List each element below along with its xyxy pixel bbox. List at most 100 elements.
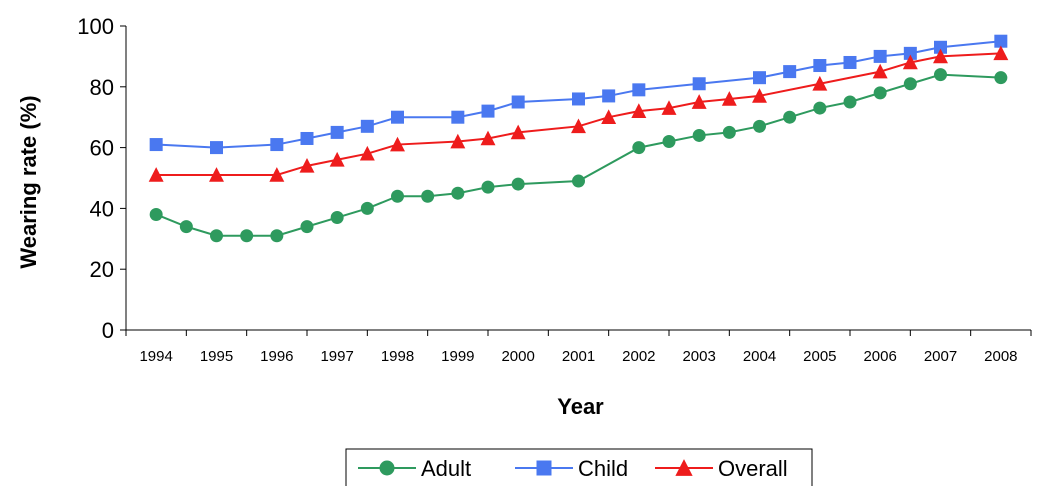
data-point-child: [481, 104, 495, 118]
data-point-adult: [632, 141, 646, 155]
x-tick-label: 1998: [381, 348, 414, 365]
x-tick-label: 2004: [743, 348, 776, 365]
y-tick-label: 80: [90, 75, 114, 100]
data-point-adult: [451, 186, 465, 200]
data-point-overall: [812, 75, 828, 91]
data-point-child: [994, 34, 1008, 48]
series-overall: [148, 45, 1009, 182]
data-point-adult: [360, 201, 374, 215]
data-point-overall: [269, 167, 285, 182]
data-point-adult: [934, 68, 947, 82]
x-tick-label: 2005: [803, 348, 836, 365]
data-point-adult: [511, 177, 525, 191]
data-point-adult: [572, 174, 585, 188]
data-point-overall: [993, 45, 1009, 61]
data-point-overall: [329, 151, 345, 167]
data-point-child: [934, 40, 947, 54]
data-point-child: [873, 49, 887, 63]
data-point-adult: [662, 135, 676, 149]
data-point-child: [602, 89, 616, 103]
data-point-child: [843, 55, 857, 69]
data-point-adult: [481, 180, 495, 194]
x-tick-label: 1999: [441, 348, 474, 365]
data-point-overall: [209, 167, 224, 182]
data-point-adult: [270, 229, 284, 243]
data-point-adult: [813, 101, 827, 115]
data-point-child: [632, 83, 646, 97]
data-point-child: [572, 92, 585, 106]
data-point-overall: [390, 136, 405, 152]
data-point-overall: [902, 54, 918, 70]
data-point-child: [300, 131, 314, 145]
data-point-overall: [480, 130, 496, 146]
y-axis-ticks: 0 20 40 60 80 100: [77, 14, 126, 343]
data-point-child: [903, 46, 917, 60]
legend-box: [345, 448, 813, 486]
x-tick-label: 1996: [260, 348, 293, 365]
legend-label: Overall: [718, 456, 788, 481]
data-point-overall: [872, 63, 888, 79]
legend-label: Child: [578, 456, 628, 481]
x-axis-ticks: 1994 1995 1996 1997 1998 1999 2000 2001 2002 2003…: [125, 330, 1032, 365]
x-tick-label: 2002: [622, 348, 655, 365]
legend-swatch-marker: [379, 460, 395, 476]
data-point-overall: [721, 91, 737, 106]
data-point-adult: [421, 189, 435, 203]
data-point-adult: [391, 189, 404, 203]
data-point-adult: [843, 95, 857, 109]
data-point-adult: [300, 220, 314, 234]
data-point-adult: [783, 110, 797, 124]
y-tick-label: 40: [90, 196, 114, 221]
data-point-overall: [691, 94, 707, 109]
data-point-child: [753, 71, 766, 85]
x-axis-title: Year: [557, 394, 604, 419]
x-tick-label: 1995: [200, 348, 233, 365]
data-point-child: [149, 138, 163, 152]
data-point-child: [360, 119, 374, 133]
data-point-overall: [933, 48, 948, 64]
data-point-overall: [571, 118, 586, 134]
data-point-adult: [994, 71, 1008, 85]
data-point-overall: [631, 103, 647, 118]
data-point-child: [451, 110, 465, 124]
legend-item-child: Child: [515, 456, 628, 481]
data-point-child: [692, 77, 706, 91]
data-point-adult: [903, 77, 917, 91]
data-point-child: [210, 141, 223, 155]
x-tick-label: 2000: [501, 348, 534, 365]
series-line-child: [156, 40, 1001, 149]
data-point-child: [270, 138, 284, 152]
data-point-adult: [149, 207, 163, 221]
data-point-overall: [510, 124, 526, 140]
legend-swatch-marker: [675, 459, 693, 476]
x-tick-label: 2001: [562, 348, 595, 365]
data-point-child: [511, 95, 525, 109]
data-point-adult: [240, 229, 254, 243]
y-tick-label: 60: [90, 136, 114, 161]
series-child: [149, 34, 1008, 155]
series-line-overall: [156, 52, 1001, 176]
y-tick-label: 100: [77, 14, 114, 39]
x-tick-label: 2006: [863, 348, 896, 365]
legend-label: Adult: [421, 456, 471, 481]
data-point-child: [813, 59, 827, 73]
series-adult: [149, 68, 1008, 243]
x-tick-label: 2008: [984, 348, 1017, 365]
legend-swatch-marker: [536, 460, 552, 476]
legend-item-overall: Overall: [655, 456, 788, 481]
series-lines: [148, 34, 1009, 243]
legend-item-adult: Adult: [358, 456, 471, 481]
data-point-overall: [359, 145, 375, 161]
data-point-adult: [179, 220, 193, 234]
data-point-overall: [450, 133, 466, 149]
data-point-child: [330, 125, 344, 139]
data-point-adult: [692, 128, 706, 142]
data-point-adult: [210, 229, 223, 243]
data-point-child: [783, 65, 797, 79]
data-point-child: [391, 110, 404, 124]
data-point-overall: [752, 88, 767, 103]
data-point-overall: [601, 109, 617, 125]
y-axis-title: Wearing rate (%): [16, 95, 41, 268]
data-point-overall: [299, 158, 315, 173]
